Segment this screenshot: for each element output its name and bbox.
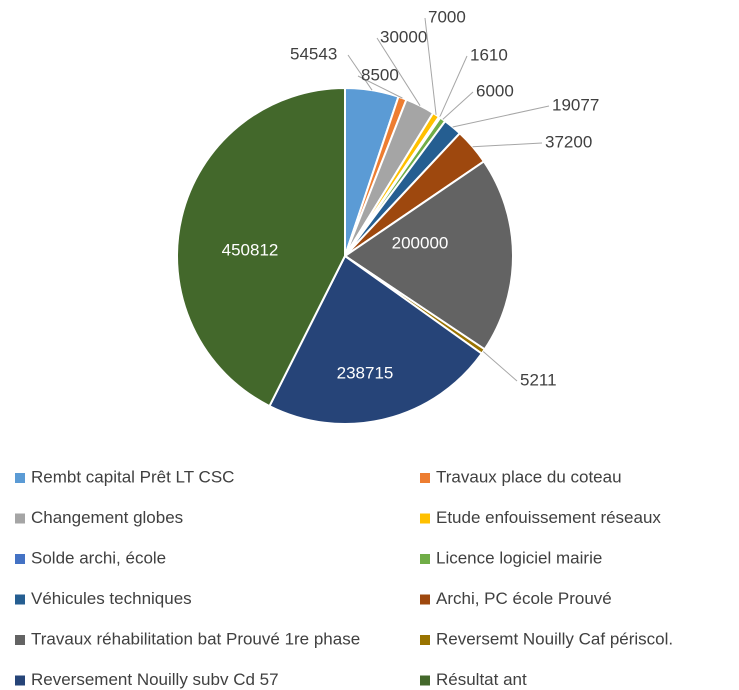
legend-swatch	[15, 513, 25, 524]
data-label: 37200	[545, 132, 592, 151]
data-label: 19077	[552, 95, 599, 114]
legend-swatch	[15, 635, 25, 645]
legend-swatch	[420, 513, 430, 524]
data-label: 1610	[470, 45, 508, 64]
leader-line	[347, 54, 373, 91]
data-label: 8500	[361, 65, 399, 84]
data-label: 450812	[222, 240, 279, 259]
legend-swatch	[15, 675, 25, 686]
legend-label: Reversemt Nouilly Caf périscol.	[436, 629, 673, 648]
data-label: 30000	[380, 27, 427, 46]
data-label: 6000	[476, 81, 514, 100]
legend-label: Licence logiciel mairie	[436, 548, 602, 567]
legend-label: Rembt capital Prêt LT CSC	[31, 467, 234, 486]
legend-swatch	[15, 594, 25, 605]
leader-line	[482, 351, 518, 382]
leader-line	[472, 142, 543, 148]
leader-line	[452, 105, 550, 128]
pie-slice	[176, 86, 346, 408]
legend-swatch	[15, 554, 25, 564]
legend-swatch	[420, 594, 430, 605]
data-label: 54543	[290, 44, 337, 63]
data-label: 5211	[520, 370, 557, 389]
leader-line	[357, 75, 403, 99]
legend-label: Résultat ant	[436, 670, 527, 689]
legend-label: Archi, PC école Prouvé	[436, 589, 612, 608]
data-label: 238715	[337, 363, 394, 382]
legend-label: Changement globes	[31, 508, 183, 527]
legend-label: Travaux réhabilitation bat Prouvé 1re ph…	[31, 629, 360, 648]
legend-swatch	[420, 473, 430, 483]
leader-line	[442, 91, 474, 120]
pie-slice	[268, 254, 484, 425]
legend-label: Solde archi, école	[31, 548, 166, 567]
legend-label: Reversement Nouilly subv Cd 57	[31, 670, 279, 689]
legend-label: Etude enfouissement réseaux	[436, 508, 661, 527]
data-label: 7000	[428, 7, 466, 26]
legend-swatch	[420, 554, 430, 564]
leader-line	[376, 37, 421, 106]
leader-line	[439, 55, 468, 118]
data-label: 200000	[392, 233, 449, 252]
leader-line	[424, 17, 437, 115]
legend-swatch	[15, 473, 25, 483]
legend-swatch	[420, 635, 430, 645]
legend-swatch	[420, 675, 430, 686]
pie-slice	[343, 160, 514, 351]
legend-label: Véhicules techniques	[31, 589, 192, 608]
legend-label: Travaux place du coteau	[436, 467, 622, 486]
